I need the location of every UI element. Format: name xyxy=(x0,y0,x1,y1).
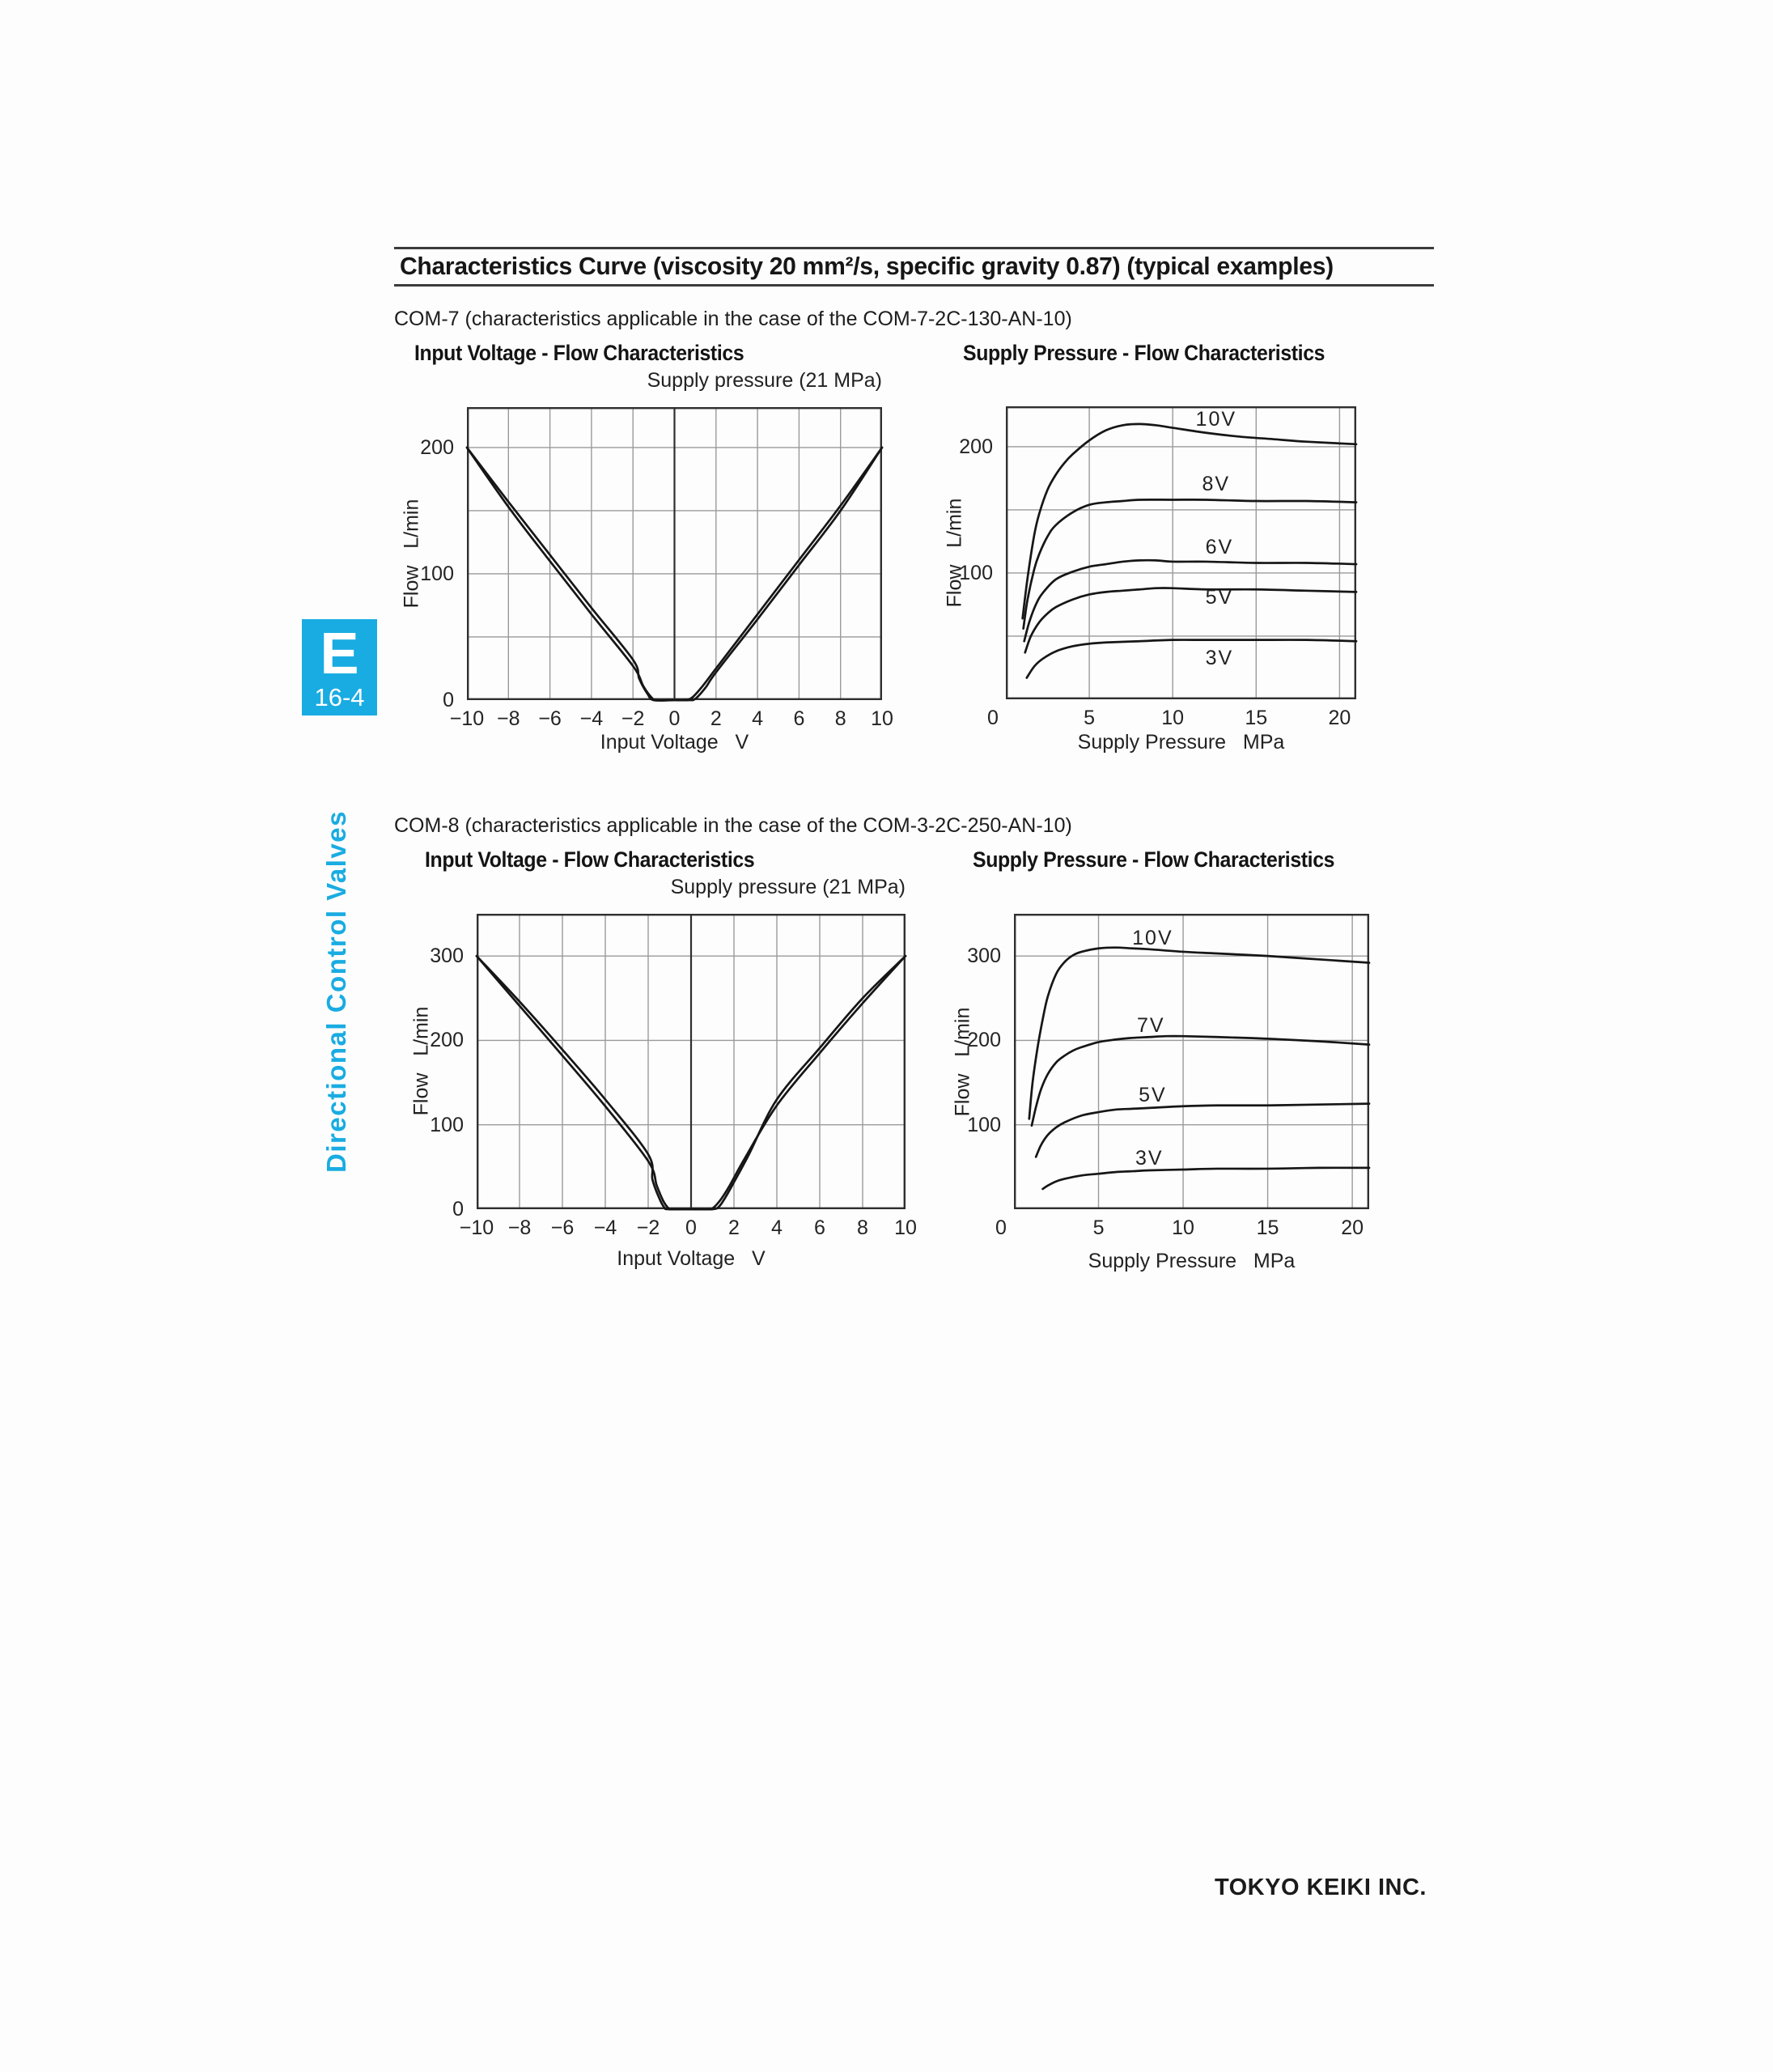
com7-voltage-flow-xlabel: Input Voltage V xyxy=(600,731,749,754)
y-tick-0: 0 xyxy=(443,689,454,711)
y-tick-100: 100 xyxy=(967,1113,1001,1136)
com8-voltage-flow-subtitle: Supply pressure (21 MPa) xyxy=(670,876,906,898)
curve-label-3v: 3V xyxy=(1205,647,1234,670)
page-title: Characteristics Curve (viscosity 20 mm²/… xyxy=(400,252,1334,280)
x-tick-0: 0 xyxy=(668,707,681,730)
curve-label-5v: 5V xyxy=(1205,586,1234,609)
x-tick-0: 0 xyxy=(995,1216,1007,1239)
x-tick--10: −10 xyxy=(449,707,485,730)
curve-label-10v: 10V xyxy=(1195,408,1237,431)
com8-pressure-flow-xlabel: Supply Pressure MPa xyxy=(1088,1250,1296,1272)
com8-voltage-flow-ylabel: Flow L/min xyxy=(409,1006,433,1116)
curve-label-10v: 10V xyxy=(1132,927,1173,950)
chart-com7-voltage-flow xyxy=(465,407,884,702)
com8-pressure-flow-ylabel: Flow L/min xyxy=(951,1007,974,1117)
y-tick-0: 0 xyxy=(452,1198,464,1221)
curve-10v xyxy=(1028,946,1371,1120)
com7-note: COM-7 (characteristics applicable in the… xyxy=(394,308,1072,330)
section-tab-letter: E xyxy=(320,622,359,686)
curve-hysteresis-up xyxy=(465,446,884,702)
x-tick--10: −10 xyxy=(459,1216,494,1239)
com7-voltage-flow-subtitle: Supply pressure (21 MPa) xyxy=(647,369,882,392)
com8-note: COM-8 (characteristics applicable in the… xyxy=(394,814,1072,837)
com7-pressure-flow-ylabel: Flow L/min xyxy=(943,498,966,608)
x-tick-10: 10 xyxy=(894,1216,917,1239)
x-tick-10: 10 xyxy=(871,707,893,730)
y-tick-300: 300 xyxy=(967,945,1001,968)
curve-label-3v: 3V xyxy=(1135,1147,1164,1170)
com8-pressure-flow-title: Supply Pressure - Flow Characteristics xyxy=(973,847,1335,872)
y-tick-200: 200 xyxy=(430,1029,464,1052)
curve-5v xyxy=(1034,1102,1371,1158)
com7-pressure-flow-title: Supply Pressure - Flow Characteristics xyxy=(963,341,1326,365)
curve-label-8v: 8V xyxy=(1202,472,1231,495)
y-tick-200: 200 xyxy=(959,435,993,458)
y-tick-200: 200 xyxy=(420,435,454,459)
com7-voltage-flow-title: Input Voltage - Flow Characteristics xyxy=(414,341,744,365)
curve-3v xyxy=(1041,1166,1371,1191)
x-tick-2: 2 xyxy=(710,707,722,730)
x-tick--2: −2 xyxy=(621,707,645,730)
section-tab-code: 16-4 xyxy=(314,683,365,711)
curve-label-5v: 5V xyxy=(1139,1084,1167,1107)
x-tick-10: 10 xyxy=(1161,707,1185,729)
curve-7v xyxy=(1030,1034,1371,1127)
x-tick-10: 10 xyxy=(1172,1216,1194,1239)
x-tick-4: 4 xyxy=(771,1216,783,1239)
com7-pressure-flow-xlabel: Supply Pressure MPa xyxy=(1077,731,1285,754)
x-tick-0: 0 xyxy=(987,707,999,729)
x-tick-8: 8 xyxy=(857,1216,868,1239)
x-tick-0: 0 xyxy=(685,1216,697,1239)
header-rule-bottom xyxy=(394,284,1434,287)
x-tick-5: 5 xyxy=(1084,707,1096,729)
x-tick-8: 8 xyxy=(834,707,846,730)
header-rule-top xyxy=(394,247,1434,249)
x-tick--6: −6 xyxy=(538,707,562,730)
x-tick-5: 5 xyxy=(1092,1216,1105,1239)
curve-5v xyxy=(1024,587,1358,654)
com8-voltage-flow-title: Input Voltage - Flow Characteristics xyxy=(425,847,755,872)
x-tick--4: −4 xyxy=(593,1216,617,1239)
y-tick-300: 300 xyxy=(430,945,464,968)
curve-8v xyxy=(1022,499,1358,630)
curve-hysteresis-up xyxy=(475,954,907,1211)
x-tick--8: −8 xyxy=(497,707,520,730)
x-tick--2: −2 xyxy=(636,1216,660,1239)
company-name: TOKYO KEIKI INC. xyxy=(1214,1875,1427,1900)
x-tick-15: 15 xyxy=(1256,1216,1279,1239)
curve-3v xyxy=(1025,639,1358,679)
x-tick-6: 6 xyxy=(793,707,805,730)
chart-com8-pressure-flow xyxy=(1014,914,1371,1210)
x-tick-15: 15 xyxy=(1245,707,1268,729)
y-tick-200: 200 xyxy=(967,1029,1001,1052)
x-tick-4: 4 xyxy=(752,707,764,730)
plot-frame xyxy=(1006,406,1357,700)
x-tick--6: −6 xyxy=(550,1216,575,1239)
chart-com7-pressure-flow xyxy=(1006,406,1358,700)
x-tick-20: 20 xyxy=(1341,1216,1364,1239)
com8-voltage-flow-xlabel: Input Voltage V xyxy=(617,1247,766,1270)
curve-label-7v: 7V xyxy=(1137,1013,1165,1037)
x-tick-2: 2 xyxy=(728,1216,740,1239)
y-tick-100: 100 xyxy=(959,561,993,584)
y-tick-100: 100 xyxy=(430,1113,464,1136)
curve-6v xyxy=(1023,558,1358,643)
x-tick--4: −4 xyxy=(579,707,604,730)
section-side-label: Directional Control Valves xyxy=(321,810,351,1173)
section-tab: E 16-4 xyxy=(302,619,377,715)
x-tick-20: 20 xyxy=(1328,707,1351,729)
plot-frame xyxy=(1014,914,1370,1210)
curve-10v xyxy=(1021,422,1358,620)
y-tick-100: 100 xyxy=(420,562,454,585)
curve-label-6v: 6V xyxy=(1205,535,1234,558)
x-tick-6: 6 xyxy=(814,1216,825,1239)
chart-com8-voltage-flow xyxy=(475,914,907,1211)
x-tick--8: −8 xyxy=(507,1216,532,1239)
com7-voltage-flow-ylabel: Flow L/min xyxy=(400,499,423,609)
